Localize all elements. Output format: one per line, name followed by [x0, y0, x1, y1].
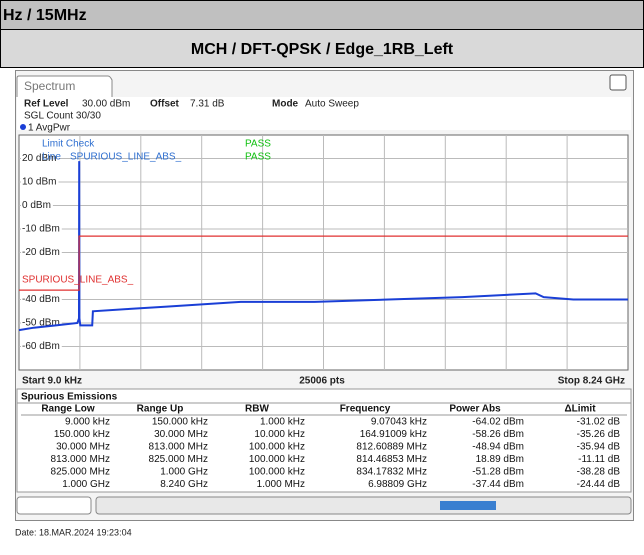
trace-label: 1 AvgPwr: [28, 123, 71, 134]
table-cell: -38.28 dB: [577, 467, 621, 478]
table-cell: 30.000 MHz: [56, 442, 110, 453]
limit-check: Limit Check: [42, 139, 95, 150]
table-cell: -35.26 dB: [577, 429, 621, 440]
column-header: RBW: [245, 404, 269, 415]
column-header: Range Up: [137, 404, 184, 415]
table-cell: -35.94 dB: [577, 442, 621, 453]
table-cell: 834.17832 MHz: [356, 467, 427, 478]
trace: [18, 161, 628, 332]
table-cell: 9.07043 kHz: [371, 417, 427, 428]
icon[interactable]: [609, 74, 627, 91]
band-bar: [0, 0, 644, 30]
table-cell: -64.02 dBm: [472, 417, 524, 428]
y-tick-bg: [21, 340, 62, 353]
table-cell: 100.000 kHz: [249, 454, 305, 465]
table-title: Spurious Emissions: [21, 392, 118, 403]
tab[interactable]: [16, 75, 113, 97]
column-header: ΔLimit: [564, 404, 596, 415]
mode-label: Mode: [272, 99, 299, 110]
y-tick-bg: [21, 223, 62, 235]
line-result: PASS: [245, 152, 271, 163]
config-bar: [0, 29, 644, 68]
table-cell: 9.000 kHz: [65, 417, 110, 428]
y-tick-label: 20 dBm: [22, 153, 56, 164]
table-cell: 8.240 GHz: [160, 479, 208, 490]
x-points: 25006 pts: [299, 376, 345, 387]
y-tick-label: -60 dBm: [22, 341, 60, 352]
table-cell: 100.000 kHz: [249, 442, 305, 453]
table-cell: 813.000 MHz: [51, 454, 110, 465]
limit-line: [19, 235, 628, 291]
progress: [440, 501, 496, 510]
y-tick-label: -10 dBm: [22, 224, 60, 235]
column-header: Frequency: [340, 404, 391, 415]
y-tick-label: -50 dBm: [22, 318, 60, 329]
table-frame: [16, 388, 632, 493]
table-cell: 825.000 MHz: [51, 467, 110, 478]
limit-line-label: SPURIOUS_LINE_ABS_: [22, 275, 134, 286]
table-cell: -51.28 dBm: [472, 467, 524, 478]
table-cell: -31.02 dB: [577, 417, 621, 428]
ref-value: 30.00 dBm: [82, 99, 130, 110]
column-header: Power Abs: [449, 404, 501, 415]
x-start: Start 9.0 kHz: [22, 376, 82, 387]
table-cell: 100.000 kHz: [249, 467, 305, 478]
y-tick-bg: [21, 246, 62, 259]
band-title: Hz / 15MHz: [3, 7, 87, 24]
table-cell: 1.000 kHz: [260, 417, 305, 428]
table-cell: 18.89 dBm: [476, 454, 524, 465]
table-cell: 6.98809 GHz: [368, 479, 427, 490]
info-panel: [17, 97, 631, 130]
line-label: Line: [42, 152, 61, 163]
ref-label: Ref Level: [24, 99, 69, 110]
tab-label[interactable]: Spectrum: [24, 79, 75, 93]
trace-dot: [20, 124, 26, 130]
config-title: MCH / DFT-QPSK / Edge_1RB_Left: [191, 41, 454, 58]
table-cell: 813.000 MHz: [149, 442, 208, 453]
sgl-count: SGL Count 30/30: [24, 111, 101, 122]
table-cell: 10.000 kHz: [254, 429, 305, 440]
table-cell: -11.11 dB: [578, 454, 620, 465]
table-cell: 1.000 GHz: [62, 479, 110, 490]
table-cell: 164.91009 kHz: [360, 429, 427, 440]
table-cell: 150.000 kHz: [54, 429, 110, 440]
y-tick-bg: [21, 293, 62, 306]
table-cell: 825.000 MHz: [149, 454, 208, 465]
date: Date: 18.MAR.2024 19:23:04: [15, 527, 132, 537]
table-cell: -48.94 dBm: [472, 442, 524, 453]
status-bar: [95, 496, 632, 515]
offset-value: 7.31 dB: [190, 99, 225, 110]
limit-check-result: PASS: [245, 139, 271, 150]
y-tick-bg: [21, 152, 59, 165]
table-cell: 814.46853 MHz: [356, 454, 427, 465]
x-stop: Stop 8.24 GHz: [558, 376, 625, 387]
status-box[interactable]: [16, 496, 92, 515]
line-name: SPURIOUS_LINE_ABS_: [70, 152, 182, 163]
table-cell: 150.000 kHz: [152, 417, 208, 428]
table-cell: 812.60889 MHz: [356, 442, 427, 453]
column-header: Range Low: [41, 404, 95, 415]
table-cell: 1.000 MHz: [257, 479, 305, 490]
mode-value: Auto Sweep: [305, 99, 359, 110]
y-tick-label: 10 dBm: [22, 177, 56, 188]
y-tick-label: -40 dBm: [22, 294, 60, 305]
table-cell: 1.000 GHz: [160, 467, 208, 478]
table-cell: -24.44 dB: [577, 479, 621, 490]
table-cell: -37.44 dBm: [472, 479, 524, 490]
offset-label: Offset: [150, 99, 180, 110]
table-cell: 30.000 MHz: [154, 429, 208, 440]
y-tick-label: -20 dBm: [22, 247, 60, 258]
table-cell: -58.26 dBm: [472, 429, 524, 440]
y-tick-bg: [21, 176, 59, 188]
y-tick-label: 0 dBm: [22, 200, 51, 211]
y-tick-bg: [21, 199, 53, 212]
